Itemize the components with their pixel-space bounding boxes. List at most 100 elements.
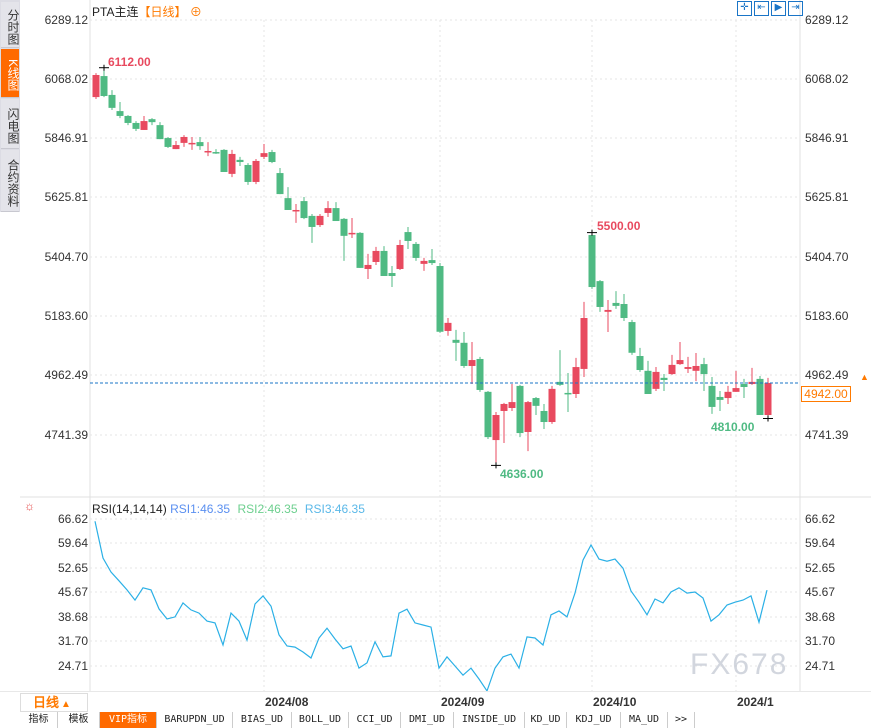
triangle-up-icon: ▲	[61, 699, 71, 710]
candle-body	[188, 142, 196, 145]
indicator-tab[interactable]: 模板	[58, 712, 100, 728]
indicator-tab[interactable]: DMI_UD	[401, 712, 454, 728]
candle-body	[676, 360, 684, 365]
indicator-tab[interactable]: KD_UD	[525, 712, 567, 728]
indicator-tab[interactable]: MA_UD	[621, 712, 668, 728]
indicator-tabs: 指标 模板 VIP指标 BARUPDN_UD BIAS_UD BOLL_UD CCI_UD D…	[20, 712, 695, 728]
candle-body	[436, 266, 444, 332]
candle-body	[364, 264, 372, 269]
candle-body	[684, 367, 692, 369]
candle-body	[164, 138, 172, 147]
candle-body	[236, 159, 244, 163]
candle-body	[740, 384, 748, 387]
candle-body	[460, 342, 468, 366]
candle-body	[636, 356, 644, 371]
candle-body	[316, 215, 324, 226]
indicator-tab[interactable]: VIP指标	[100, 712, 157, 728]
play-icon[interactable]: ▶	[771, 1, 786, 16]
candle-body	[412, 243, 420, 258]
plus-circle-icon[interactable]: ⊕	[189, 5, 202, 19]
rsi-tick-label: 24.71	[805, 659, 836, 673]
price-tick-label: 5183.60	[44, 309, 88, 323]
candle-body	[564, 392, 572, 395]
candle-body	[204, 150, 212, 153]
candle-body	[100, 76, 108, 97]
candle-body	[404, 232, 412, 241]
rsi-tick-label: 24.71	[57, 659, 88, 673]
indicator-tab[interactable]: BOLL_UD	[292, 712, 349, 728]
scroll-left-icon[interactable]: ⇤	[754, 1, 769, 16]
rsi-tick-label: 66.62	[805, 512, 836, 526]
candle-body	[292, 209, 300, 212]
candle-body	[596, 281, 604, 307]
candle-body	[172, 145, 180, 150]
indicator-tab[interactable]: BIAS_UD	[233, 712, 292, 728]
crosshair-icon[interactable]: ✛	[737, 1, 752, 16]
price-tick-label: 5846.91	[44, 131, 88, 145]
indicator-tab[interactable]: INSIDE_UD	[454, 712, 525, 728]
candle-body	[260, 153, 268, 157]
rsi-tick-label: 38.68	[57, 610, 88, 624]
candle-body	[180, 136, 188, 143]
candle-body	[356, 232, 364, 268]
rsi-tick-label: 59.64	[57, 536, 88, 550]
candle-body	[332, 208, 340, 222]
price-tick-label: 5183.60	[805, 309, 849, 323]
candle-body	[700, 364, 708, 375]
rsi-line	[94, 521, 768, 693]
rsi1-value: RSI1:46.35	[170, 502, 231, 516]
settings-sun-icon[interactable]: ☼	[24, 499, 35, 513]
indicator-tab[interactable]: 指标	[20, 712, 58, 728]
candle-body	[92, 74, 100, 98]
price-tick-label: 4741.39	[44, 428, 88, 442]
date-tick-label: 2024/09	[441, 695, 485, 709]
candle-body	[388, 273, 396, 276]
candle-body	[724, 391, 732, 399]
candle-body	[212, 152, 220, 154]
period-selector[interactable]: 日线 ▲	[20, 693, 88, 712]
rsi-tick-label: 59.64	[805, 536, 836, 550]
candle-body	[252, 160, 260, 182]
current-price-tag: 4942.00	[801, 386, 851, 402]
tab-flash-chart[interactable]: 闪电图	[1, 99, 20, 149]
rsi-tick-label: 38.68	[805, 610, 836, 624]
period-label: 【日线】	[138, 5, 187, 19]
rsi-tick-label: 66.62	[57, 512, 88, 526]
candle-body	[764, 382, 772, 416]
chart-title: PTA主连【日线】 ⊕	[92, 3, 202, 20]
candle-body	[708, 385, 716, 407]
candle-body	[372, 250, 380, 262]
indicator-tab[interactable]: KDJ_UD	[567, 712, 621, 728]
rsi-tick-label: 45.67	[805, 585, 836, 599]
date-tick-label: 2024/1	[737, 695, 774, 709]
candle-body	[116, 111, 124, 116]
rsi-header: RSI(14,14,14) RSI1:46.35 RSI2:46.35 RSI3…	[92, 502, 365, 516]
price-tick-label: 4741.39	[805, 428, 849, 442]
candle-body	[492, 415, 500, 441]
rsi-tick-label: 31.70	[57, 634, 88, 648]
candle-body	[612, 302, 620, 306]
low-price-label: 4636.00	[500, 467, 544, 481]
tab-contract-info[interactable]: 合约资料	[1, 150, 20, 212]
candle-body	[540, 410, 548, 423]
candle-body	[228, 153, 236, 174]
indicator-tab[interactable]: CCI_UD	[349, 712, 401, 728]
candle-body	[452, 339, 460, 343]
candle-body	[220, 149, 228, 172]
price-up-arrow-icon: ▲	[860, 372, 869, 382]
indicator-tab[interactable]: BARUPDN_UD	[157, 712, 233, 728]
candle-body	[140, 121, 148, 130]
candle-body	[444, 322, 452, 331]
price-tick-label: 6068.02	[44, 72, 88, 86]
scroll-end-icon[interactable]: ⇥	[788, 1, 803, 16]
candle-body	[692, 365, 700, 371]
price-tick-label: 5625.81	[805, 190, 849, 204]
candle-body	[156, 125, 164, 140]
candle-body	[124, 115, 132, 123]
tab-kline-chart[interactable]: K线图	[1, 49, 20, 98]
tab-time-chart[interactable]: 分时图	[1, 2, 20, 48]
indicator-tab[interactable]: >>	[668, 712, 695, 728]
price-tick-label: 5404.70	[805, 250, 849, 264]
time-axis	[0, 691, 871, 712]
